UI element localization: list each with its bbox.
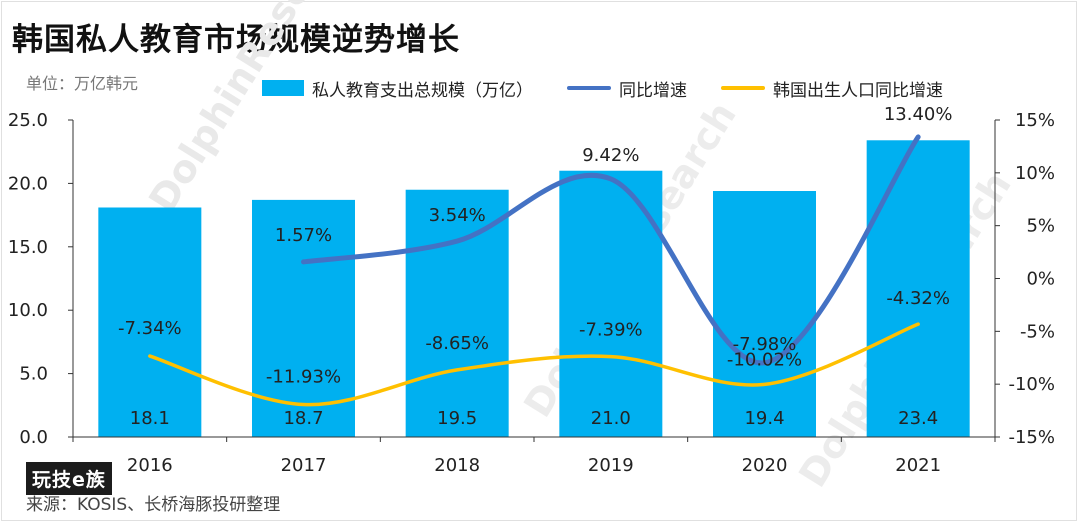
bar-value-label-2017: 18.7 (283, 408, 323, 429)
bar-value-label-2019: 21.0 (591, 408, 631, 429)
birth-label-2021: -4.32% (886, 288, 950, 309)
x-tick-label-2020: 2020 (742, 455, 788, 476)
chart-title: 韩国私人教育市场规模逆势增长 (12, 22, 460, 58)
legend-label-birth: 韩国出生人口同比增速 (773, 80, 943, 101)
growth-label-2018: 3.54% (429, 205, 486, 226)
legend: 私人教育支出总规模（万亿） 同比增速 韩国出生人口同比增速 (262, 76, 977, 101)
left-tick-label: 20.0 (8, 173, 48, 194)
legend-label-bar: 私人教育支出总规模（万亿） (312, 80, 533, 101)
legend-swatch-birth (721, 86, 765, 90)
right-tick-label: -5% (1020, 321, 1055, 342)
legend-item-birth: 韩国出生人口同比增速 (721, 76, 943, 101)
right-tick-label: 15% (1015, 110, 1055, 131)
birth-growth-line (148, 322, 920, 407)
x-tick-label-2018: 2018 (434, 455, 480, 476)
legend-item-growth: 同比增速 (567, 76, 687, 101)
watermark-text: DolphinResearch (140, 0, 369, 220)
growth-label-2019: 9.42% (582, 145, 639, 166)
birth-label-2016: -7.34% (118, 318, 182, 339)
birth-label-2018: -8.65% (425, 333, 489, 354)
right-tick-label: 0% (1026, 269, 1055, 290)
left-tick-label: 0.0 (19, 427, 48, 448)
right-tick-label: -15% (1008, 427, 1055, 448)
unit-label: 单位：万亿韩元 (26, 74, 139, 93)
bar-2016 (98, 207, 202, 437)
legend-label-growth: 同比增速 (619, 80, 687, 101)
birth-label-2020: -10.02% (727, 349, 802, 370)
right-tick-label: 5% (1026, 216, 1055, 237)
yoy-growth-line (301, 134, 921, 366)
bar-2021 (866, 140, 970, 437)
growth-label-2020: -7.98% (733, 334, 797, 355)
x-tick-label-2016: 2016 (127, 455, 173, 476)
legend-swatch-bar (262, 80, 304, 96)
bar-value-label-2021: 23.4 (898, 408, 938, 429)
bar-2018 (405, 189, 509, 437)
left-tick-label: 15.0 (8, 237, 48, 258)
x-tick-label-2019: 2019 (588, 455, 634, 476)
legend-swatch-growth (567, 86, 611, 90)
bar-value-label-2018: 19.5 (437, 408, 477, 429)
left-tick-label: 5.0 (19, 364, 48, 385)
bar-2020 (713, 191, 816, 437)
brand-logo: 玩技e族 (26, 462, 112, 495)
bar-value-label-2016: 18.1 (130, 408, 170, 429)
source-note: 来源：KOSIS、长桥海豚投研整理 (26, 495, 281, 515)
bar-value-label-2020: 19.4 (744, 408, 784, 429)
x-tick-label-2021: 2021 (895, 455, 941, 476)
left-tick-label: 25.0 (8, 110, 48, 131)
legend-item-bar: 私人教育支出总规模（万亿） (262, 76, 533, 101)
birth-label-2019: -7.39% (579, 320, 643, 341)
growth-label-2021: 13.40% (884, 104, 953, 125)
growth-label-2017: 1.57% (275, 225, 332, 246)
birth-label-2017: -11.93% (266, 367, 341, 388)
left-tick-label: 10.0 (8, 300, 48, 321)
right-tick-label: 10% (1015, 163, 1055, 184)
right-tick-label: -10% (1008, 374, 1055, 395)
x-tick-label-2017: 2017 (281, 455, 327, 476)
